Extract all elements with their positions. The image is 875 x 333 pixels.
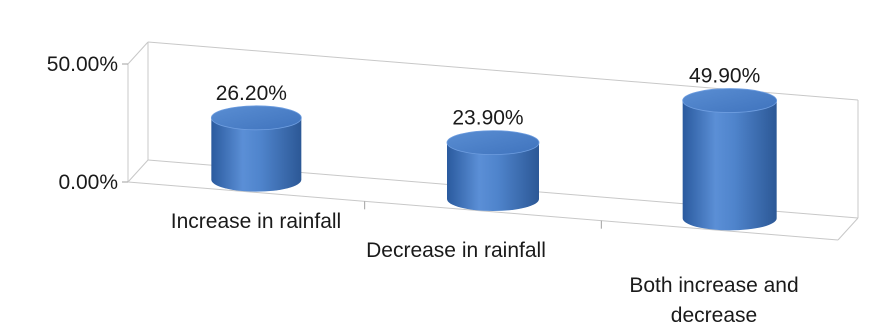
bar-body [447,142,539,211]
bar-body [682,100,777,231]
ceil-left-edge [127,41,149,65]
data-label: 26.20% [216,82,287,105]
x-tick-label-line: decrease [671,304,757,327]
labels-group: 50.00% 0.00% 26.20% 23.90% 49.90% Increase in… [47,53,799,327]
data-label: 23.90% [452,107,523,130]
bar-top [210,105,302,131]
y-tick-label: 50.00% [47,53,118,76]
bar [210,105,302,192]
bar [446,130,540,211]
bar [682,88,778,231]
y-tick-label: 0.00% [58,171,118,194]
x-tick-label: Both increase and decrease [629,274,798,327]
x-tick-label-line: Both increase and [629,274,798,297]
data-label: 49.90% [689,65,760,88]
x-tick-label: Decrease in rainfall [366,239,546,262]
x-tick-label: Increase in rainfall [171,210,341,233]
floor-front-edge [127,181,839,241]
floor-left-edge [127,159,149,183]
x-tick-label-line: Decrease in rainfall [366,239,546,262]
bar-top [446,130,540,155]
bar-top [682,88,778,113]
floor-right-edge [837,217,859,241]
bar-body [211,117,302,192]
bars-group [210,88,778,231]
x-tick-label-line: Increase in rainfall [171,210,341,233]
